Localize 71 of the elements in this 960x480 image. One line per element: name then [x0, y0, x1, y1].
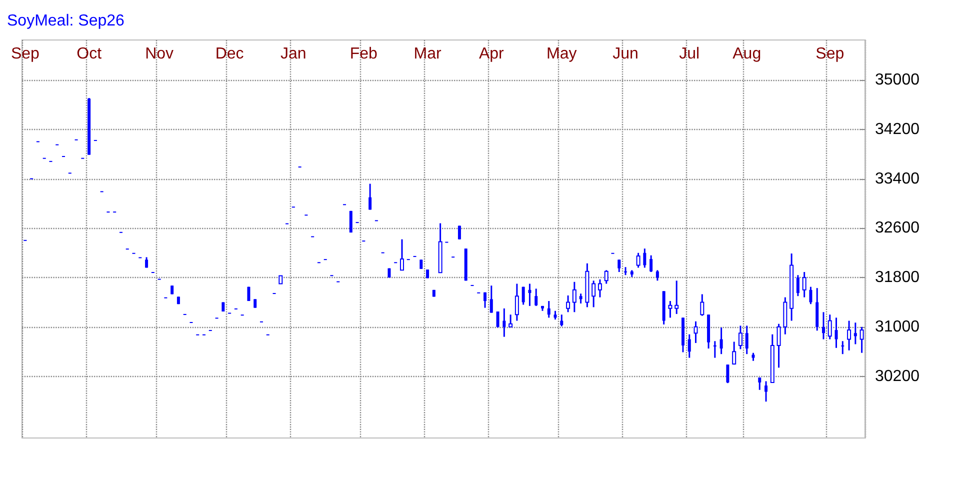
x-tick-label: Sep: [10, 46, 40, 62]
candlestick: [700, 293, 704, 317]
candlestick: [745, 324, 748, 355]
candlestick: [828, 314, 832, 340]
candlestick: [458, 224, 461, 240]
y-tick-label: 31800: [875, 269, 920, 286]
candlestick: [484, 292, 487, 309]
candlestick: [566, 294, 570, 313]
candlestick: [720, 326, 723, 355]
x-tick-label: Feb: [350, 46, 378, 62]
y-tick-label: 32600: [875, 220, 920, 237]
candlestick: [688, 334, 691, 359]
candlestick: [502, 308, 506, 338]
candlestick: [847, 320, 852, 352]
candlestick: [598, 278, 602, 298]
candlestick: [854, 322, 857, 345]
candlestick: [522, 286, 525, 306]
candlestick: [514, 282, 519, 322]
candlestick: [776, 323, 781, 368]
candlestick: [668, 300, 672, 318]
x-tick-label: Jun: [612, 46, 638, 62]
x-tick-label: Jul: [679, 46, 700, 62]
candlestick: [841, 340, 844, 355]
candlestick: [572, 281, 576, 313]
candlestick: [420, 258, 423, 270]
candlestick: [560, 314, 564, 328]
candlestick: [650, 254, 653, 273]
x-tick-label: Aug: [732, 46, 762, 62]
candlestick: [592, 280, 596, 308]
x-tick-label: Oct: [76, 46, 102, 62]
candlestick: [496, 310, 500, 328]
x-tick-label: Nov: [145, 46, 174, 62]
candlestick: [802, 271, 806, 298]
candlestick: [547, 300, 550, 318]
candlestick: [643, 248, 646, 268]
candlestick: [764, 380, 768, 402]
candlestick: [618, 258, 621, 273]
candlestick: [534, 288, 538, 307]
x-tick-label: Jan: [280, 46, 306, 62]
candlestick: [579, 292, 582, 304]
x-tick-label: Sep: [816, 46, 844, 62]
candlestick: [822, 311, 825, 340]
y-tick-label: 34200: [875, 120, 920, 138]
candlestick: [738, 324, 742, 350]
candlestick: [604, 269, 608, 284]
y-tick-label: 33400: [875, 170, 920, 188]
candlestick: [732, 340, 736, 366]
y-tick-label: 30200: [875, 368, 920, 385]
candlestick: [713, 340, 716, 359]
candlestick: [490, 284, 493, 314]
candlestick: [674, 280, 679, 315]
candlestick: [796, 274, 800, 297]
x-tick-label: Apr: [478, 46, 505, 62]
candlestick: [656, 269, 659, 282]
candlestick: [508, 314, 513, 328]
candlestick: [860, 326, 864, 354]
candlestick: [694, 320, 698, 344]
y-tick-label: 31000: [875, 318, 920, 336]
candlestick: [528, 282, 532, 307]
candlestick: [726, 364, 730, 384]
x-tick-label: Mar: [414, 46, 442, 62]
candlestick: [400, 238, 404, 271]
candlestick: [809, 286, 812, 305]
x-tick-label: Dec: [215, 46, 244, 62]
candlestick: [368, 183, 372, 210]
candlestick: [834, 316, 838, 349]
candlestick: [758, 376, 762, 391]
y-tick-label: 35000: [875, 72, 920, 89]
candlestick: [636, 252, 640, 268]
chart-title: SoyMeal: Sep26: [7, 12, 125, 30]
x-tick-label: May: [546, 46, 577, 62]
